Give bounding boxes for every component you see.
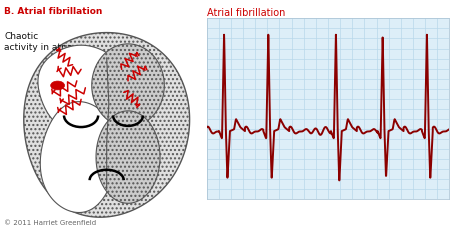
Polygon shape [24,33,190,217]
Ellipse shape [51,81,64,90]
Polygon shape [38,45,124,130]
Polygon shape [96,111,160,203]
Text: Atrial fibrillation: Atrial fibrillation [207,8,285,18]
Text: B. Atrial fibrillation: B. Atrial fibrillation [4,7,103,16]
Polygon shape [40,102,118,213]
Polygon shape [92,44,164,127]
Text: Chaotic
activity in atria: Chaotic activity in atria [4,32,73,52]
Text: © 2011 Harriet Greenfield: © 2011 Harriet Greenfield [4,220,96,226]
